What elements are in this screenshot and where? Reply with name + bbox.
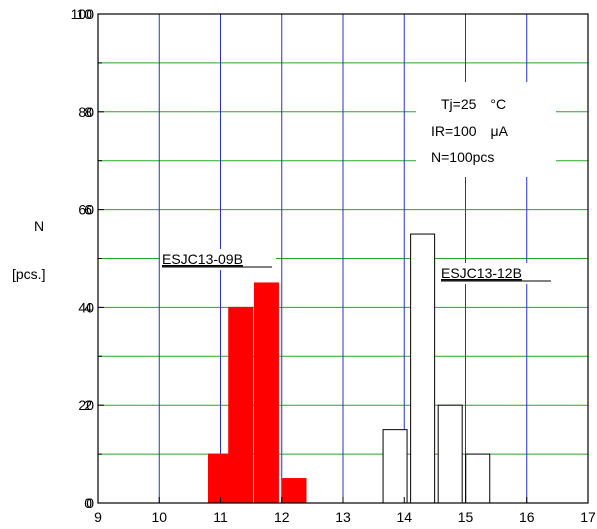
y-tick-label-ghost: 2 [84,397,92,413]
x-tick-label: 17 [580,509,596,525]
x-tick-label: 10 [151,509,167,525]
y-axis-label: N [34,218,45,234]
x-tick-label: 13 [335,509,351,525]
y-tick-label-ghost: 6 [84,202,92,218]
x-tick-label: 15 [458,509,474,525]
annotation-line: Tj=25 °C [441,96,506,112]
y-tick-label: 60 [78,202,94,218]
bar-esjc13-12b [465,453,491,504]
series-label-bg [439,263,555,284]
x-tick-label: 11 [213,509,228,525]
bar-esjc13-12b [382,429,408,504]
bar-esjc13-09b [228,306,254,504]
bar-esjc13-12b [437,404,463,504]
bar-esjc13-09b [281,478,307,504]
x-tick-label: 9 [94,509,102,525]
y-tick-label: 20 [78,397,94,413]
series-label: ESJC13-09B [162,251,243,267]
x-tick-label: 16 [519,509,535,525]
y-tick-label-ghost: 10 [76,6,92,22]
y-tick-label: 100 [71,6,95,22]
y-tick-label: 0 [86,495,94,511]
x-tick-label: 14 [396,509,412,525]
y-axis-unit: [pcs.] [12,266,46,282]
y-tick-label-ghost: 8 [84,104,92,120]
bar-esjc13-12b [410,233,436,504]
series-label-bg [160,249,276,270]
y-tick-label-ghost: 0 [84,495,92,511]
annotation-box [416,82,556,177]
x-tick-label: 12 [274,509,290,525]
series-label: ESJC13-12B [441,265,522,281]
y-tick-label: 80 [78,104,94,120]
bar-esjc13-09b [253,282,279,504]
y-tick-label: 40 [78,299,94,315]
annotation-line: IR=100 μA [431,123,509,139]
y-tick-label-ghost: 4 [84,299,92,315]
annotation-line: N=100pcs [431,149,494,165]
